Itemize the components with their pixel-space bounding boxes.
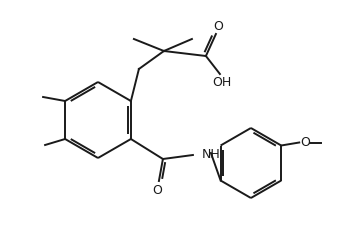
Text: O: O [213,20,223,33]
Text: NH: NH [202,147,221,160]
Text: O: O [152,184,162,197]
Text: O: O [300,135,310,148]
Text: OH: OH [212,76,232,89]
